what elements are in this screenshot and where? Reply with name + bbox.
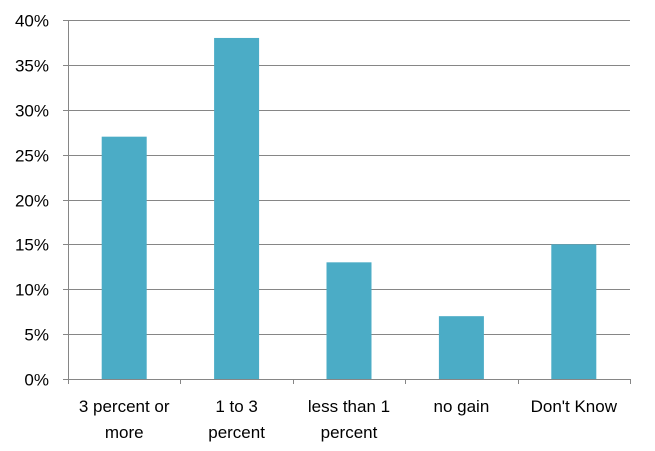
x-tick-label: more xyxy=(105,423,144,442)
x-tick-label: percent xyxy=(208,423,265,442)
y-tick-label: 0% xyxy=(24,371,49,390)
y-tick-label: 10% xyxy=(15,281,49,300)
bar xyxy=(551,244,597,379)
x-tick-label: percent xyxy=(321,423,378,442)
bar xyxy=(214,37,260,379)
y-tick-label: 5% xyxy=(24,326,49,345)
x-tick-label: 1 to 3 xyxy=(215,397,258,416)
y-tick-label: 30% xyxy=(15,102,49,121)
y-tick-labels: 0% 5% 10% 15% 20% 25% 30% 35% 40% xyxy=(15,12,49,390)
axes xyxy=(63,20,631,384)
x-tick-labels: 3 percent or more 1 to 3 percent less than 1… xyxy=(79,397,618,442)
x-tick-label: no gain xyxy=(434,397,490,416)
y-tick-label: 20% xyxy=(15,192,49,211)
x-tick-label: 3 percent or xyxy=(79,397,170,416)
y-tick-label: 15% xyxy=(15,236,49,255)
y-tick-label: 40% xyxy=(15,12,49,31)
bars xyxy=(101,37,597,379)
x-tick-label: Don't Know xyxy=(531,397,618,416)
bar xyxy=(326,262,372,379)
gridlines xyxy=(68,20,630,335)
bar xyxy=(101,136,147,379)
y-tick-label: 35% xyxy=(15,57,49,76)
x-tick-label: less than 1 xyxy=(308,397,390,416)
y-tick-label: 25% xyxy=(15,147,49,166)
bar xyxy=(438,316,484,379)
